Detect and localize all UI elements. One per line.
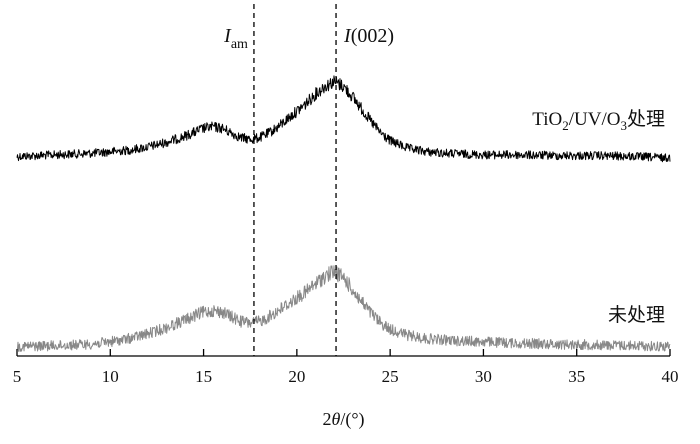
x-axis: 5 10 15 20 25 30 35 40 <box>13 349 679 386</box>
reference-line-layer <box>253 4 337 356</box>
series-line-treated <box>16 75 671 163</box>
x-tick-label: 25 <box>382 367 399 386</box>
x-axis-title: 2θ/(°) <box>322 409 364 430</box>
x-tick-label: 15 <box>195 367 212 386</box>
label-layer: Iam I(002) TiO2/UV/O3处理 未处理 2θ/(°) <box>223 25 665 430</box>
series-layer <box>16 75 671 352</box>
x-tick-label: 40 <box>662 367 679 386</box>
ref-label-i002: I(002) <box>343 25 394 47</box>
series-line-untreated <box>16 265 671 352</box>
x-tick-label: 20 <box>288 367 305 386</box>
x-tick-label: 35 <box>568 367 585 386</box>
x-tick-label: 10 <box>102 367 119 386</box>
series-label-untreated: 未处理 <box>608 304 665 326</box>
x-tick-label: 30 <box>475 367 492 386</box>
x-tick-label: 5 <box>13 367 22 386</box>
ref-label-iam: Iam <box>223 25 248 52</box>
series-label-treated: TiO2/UV/O3处理 <box>532 108 665 133</box>
